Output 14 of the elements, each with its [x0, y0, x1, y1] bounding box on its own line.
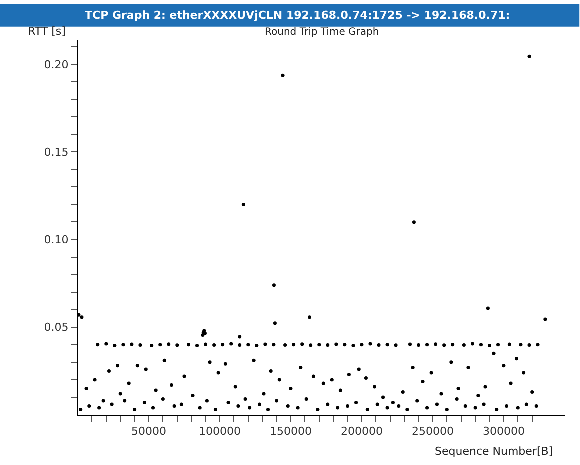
x-tick-label: 300000	[482, 425, 525, 438]
y-tick-label: 0.05	[44, 321, 69, 334]
x-tick-label: 200000	[340, 425, 383, 438]
chart-subtitle: Round Trip Time Graph	[265, 27, 380, 38]
chart-title: TCP Graph 2: etherXXXXUVjCLN 192.168.0.74:1725 -> 192.168.0.71:	[85, 9, 510, 22]
x-tick-label: 150000	[270, 425, 312, 438]
x-tick-label: 50000	[131, 425, 166, 438]
x-tick-label: 250000	[412, 425, 454, 438]
y-tick-label: 0.10	[44, 234, 69, 247]
y-tick-label: 0.15	[44, 146, 69, 159]
x-axis-title: Sequence Number[B]	[435, 445, 554, 458]
y-axis-title: RTT [s]	[28, 25, 66, 38]
x-tick-label: 100000	[198, 425, 241, 438]
y-tick-label: 0.20	[44, 58, 69, 72]
